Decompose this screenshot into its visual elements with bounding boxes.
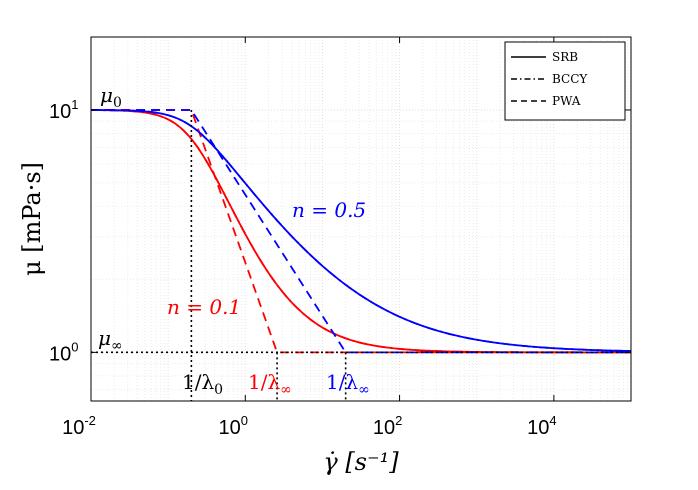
legend: SRB BCCY PWA: [504, 41, 626, 121]
y-tick-label: 101: [49, 97, 78, 123]
x-tick-label: 10-2: [62, 413, 96, 439]
ticks: 10-2 100 102 104 101 100: [49, 37, 631, 439]
inv-lambdainf-label-n05: 1/λ∞: [326, 370, 370, 398]
n01-label: n = 0.1: [167, 295, 241, 319]
n05-label: n = 0.5: [292, 198, 366, 222]
x-tick-label: 102: [373, 413, 402, 439]
annotations: μ0 μ∞ 1/λ0 1/λ∞ 1/λ∞ n = 0.5 n = 0.1: [98, 83, 370, 398]
series-bccy-n01: [91, 109, 631, 354]
x-tick-label: 100: [219, 413, 248, 439]
series-bccy-n05: [91, 109, 631, 352]
legend-box: [504, 41, 626, 121]
muinf-label: μ∞: [98, 326, 123, 354]
axes-box: [90, 36, 632, 402]
x-axis-label: γ̇ [s⁻¹]: [323, 448, 399, 476]
x-tick-label: 104: [527, 413, 556, 439]
legend-label-srb: SRB: [552, 50, 578, 64]
y-axis-label: μ [mPa·s]: [18, 162, 46, 276]
reference-lines: [91, 109, 631, 401]
y-tick-label: 100: [49, 339, 78, 365]
mu0-label: μ0: [100, 83, 122, 111]
inv-lambda0-label: 1/λ0: [182, 370, 223, 398]
legend-label-bccy: BCCY: [552, 72, 588, 86]
series-pwa-n05: [91, 109, 631, 354]
legend-label-pwa: PWA: [552, 94, 581, 108]
inv-lambdainf-label-n01: 1/λ∞: [248, 370, 292, 398]
